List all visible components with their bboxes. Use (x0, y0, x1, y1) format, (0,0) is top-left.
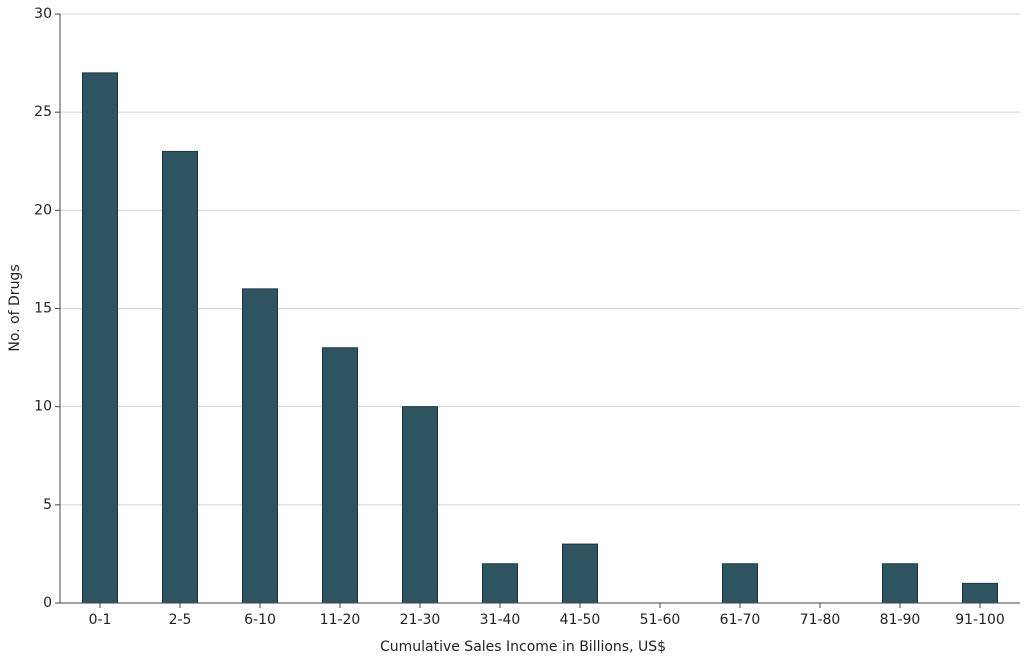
x-tick-label: 81-90 (880, 612, 921, 628)
x-tick-label: 2-5 (169, 612, 192, 628)
bar (322, 347, 358, 604)
y-axis-label: No. of Drugs (7, 264, 23, 351)
y-tick-label: 10 (34, 399, 52, 415)
x-tick-label: 91-100 (955, 612, 1005, 628)
x-axis-label: Cumulative Sales Income in Billions, US$ (380, 639, 666, 655)
bar (82, 72, 118, 604)
x-tick-label: 31-40 (480, 612, 521, 628)
bar (482, 563, 518, 604)
y-tick-label: 15 (34, 301, 52, 317)
x-tick-label: 21-30 (400, 612, 441, 628)
y-tick-label: 30 (34, 6, 52, 22)
x-tick-label: 0-1 (89, 612, 112, 628)
x-tick-label: 11-20 (320, 612, 361, 628)
y-tick-label: 5 (43, 497, 52, 513)
y-tick-label: 0 (43, 595, 52, 611)
bar (722, 563, 758, 604)
x-tick-label: 41-50 (560, 612, 601, 628)
bar (402, 406, 438, 604)
y-tick-label: 20 (34, 202, 52, 218)
x-tick-label: 6-10 (244, 612, 276, 628)
x-tick-label: 61-70 (720, 612, 761, 628)
x-tick-label: 51-60 (640, 612, 681, 628)
bar (162, 150, 198, 604)
bar (242, 288, 278, 604)
bar (882, 563, 918, 604)
bar (562, 543, 598, 604)
bar (962, 582, 998, 604)
x-tick-label: 71-80 (800, 612, 841, 628)
y-tick-label: 25 (34, 104, 52, 120)
